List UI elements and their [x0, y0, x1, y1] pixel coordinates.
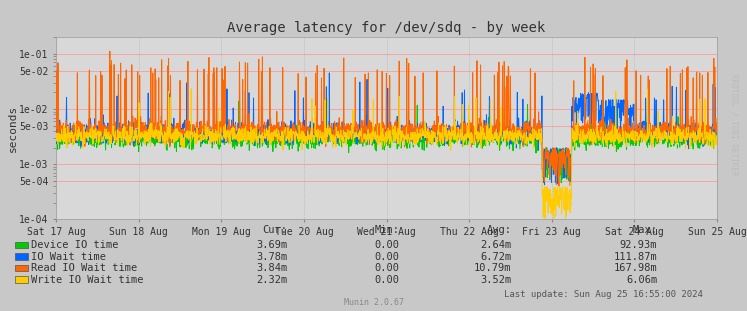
- Y-axis label: seconds: seconds: [7, 105, 18, 152]
- Text: 3.78m: 3.78m: [256, 252, 288, 262]
- Text: Min:: Min:: [375, 225, 400, 235]
- Text: 167.98m: 167.98m: [613, 263, 657, 273]
- Text: Munin 2.0.67: Munin 2.0.67: [344, 298, 403, 307]
- Text: 3.69m: 3.69m: [256, 240, 288, 250]
- Text: 2.32m: 2.32m: [256, 275, 288, 285]
- Text: 2.64m: 2.64m: [480, 240, 512, 250]
- Text: Last update: Sun Aug 25 16:55:00 2024: Last update: Sun Aug 25 16:55:00 2024: [504, 290, 703, 299]
- Text: Avg:: Avg:: [487, 225, 512, 235]
- Text: Cur:: Cur:: [263, 225, 288, 235]
- Text: Max:: Max:: [633, 225, 657, 235]
- Title: Average latency for /dev/sdq - by week: Average latency for /dev/sdq - by week: [227, 21, 546, 35]
- Text: IO Wait time: IO Wait time: [31, 252, 106, 262]
- Text: Write IO Wait time: Write IO Wait time: [31, 275, 144, 285]
- Text: RRDTOOL / TOBI OETIKER: RRDTOOL / TOBI OETIKER: [729, 73, 738, 175]
- Text: 0.00: 0.00: [375, 252, 400, 262]
- Text: Device IO time: Device IO time: [31, 240, 119, 250]
- Text: 3.52m: 3.52m: [480, 275, 512, 285]
- Text: 0.00: 0.00: [375, 275, 400, 285]
- Text: 111.87m: 111.87m: [613, 252, 657, 262]
- Text: 6.06m: 6.06m: [626, 275, 657, 285]
- Text: 0.00: 0.00: [375, 240, 400, 250]
- Text: 10.79m: 10.79m: [474, 263, 512, 273]
- Text: 0.00: 0.00: [375, 263, 400, 273]
- Text: 92.93m: 92.93m: [620, 240, 657, 250]
- Text: Read IO Wait time: Read IO Wait time: [31, 263, 137, 273]
- Text: 3.84m: 3.84m: [256, 263, 288, 273]
- Text: 6.72m: 6.72m: [480, 252, 512, 262]
